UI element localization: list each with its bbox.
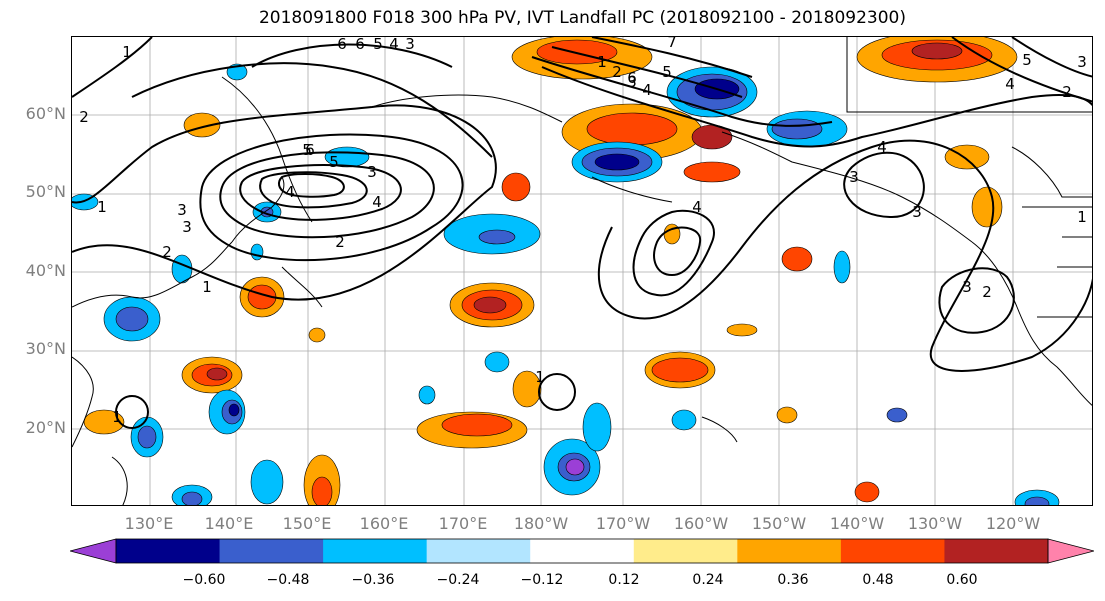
contour-label: 4 xyxy=(372,193,382,211)
contour-label: 3 xyxy=(627,73,637,91)
map-canvas: 1 2 3 4 5 6 6 5 4 3 2 1 2 3 4 5 6 1 2 3 … xyxy=(72,37,1092,505)
colorbar-tick: −0.48 xyxy=(266,572,310,588)
lat-label: 40°N xyxy=(25,261,66,280)
colorbar-tick: −0.12 xyxy=(520,572,564,588)
contour-label: 3 xyxy=(962,278,972,296)
lon-label: 120°W xyxy=(985,514,1041,533)
contour-label: 6 xyxy=(305,141,315,159)
lat-label: 50°N xyxy=(25,182,66,201)
colorbar-tick: −0.60 xyxy=(182,572,226,588)
contour-label: 2 xyxy=(162,243,172,261)
contour-label: 6 xyxy=(627,69,637,87)
map-panel: 1 2 3 4 5 6 6 5 4 3 2 1 2 3 4 5 6 1 2 3 … xyxy=(71,36,1093,506)
contour-label: 6 xyxy=(355,37,365,53)
colorbar-tick: 0.24 xyxy=(692,572,724,588)
contour-label: 5 xyxy=(302,141,312,159)
contour-label: 2 xyxy=(982,283,992,301)
colorbar-segment xyxy=(633,539,738,563)
contour-label: 6 xyxy=(337,37,347,53)
contour-label: 5 xyxy=(373,37,383,53)
map-title: 2018091800 F018 300 hPa PV, IVT Landfall… xyxy=(258,8,906,28)
lon-label: 180°W xyxy=(513,514,569,533)
contour-label: 1 xyxy=(112,408,122,426)
colorbar-extend-low xyxy=(70,538,117,564)
contour-label: 1 xyxy=(97,198,107,216)
lon-label: 140°E xyxy=(204,514,254,533)
lon-label: 170°E xyxy=(438,514,488,533)
colorbar-tick: 0.48 xyxy=(862,572,894,588)
contour-label: 3 xyxy=(182,218,192,236)
colorbar xyxy=(70,538,1094,564)
lon-label: 130°W xyxy=(907,514,963,533)
colorbar-frame xyxy=(115,538,1049,564)
contour-label: 1 xyxy=(535,368,545,386)
lat-label: 20°N xyxy=(25,418,66,437)
contour-label: 2 xyxy=(79,108,89,126)
contour-label: 4 xyxy=(285,183,295,201)
contour-label: 7 xyxy=(667,37,677,51)
lon-label: 150°E xyxy=(282,514,332,533)
lon-label: 150°W xyxy=(751,514,807,533)
contour-label: 1 xyxy=(122,43,132,61)
colorbar-tick: 0.60 xyxy=(946,572,978,588)
contour-label: 3 xyxy=(849,168,859,186)
colorbar-tick: 0.12 xyxy=(608,572,640,588)
contour-label: 4 xyxy=(389,37,399,53)
contour-label: 4 xyxy=(877,138,887,156)
lon-label: 130°E xyxy=(124,514,174,533)
colorbar-segment xyxy=(116,539,221,563)
contour-label: 3 xyxy=(1077,53,1087,71)
lon-label: 140°W xyxy=(829,514,885,533)
contour-label: 3 xyxy=(367,163,377,181)
contour-label: 5 xyxy=(662,63,672,81)
graticule xyxy=(72,37,1092,505)
contour-label: 1 xyxy=(202,278,212,296)
lon-label: 170°W xyxy=(595,514,651,533)
contour-label: 3 xyxy=(912,203,922,221)
colorbar-extend-high xyxy=(1047,538,1094,564)
colorbar-segment xyxy=(840,539,945,563)
lon-label: 160°E xyxy=(359,514,409,533)
contour-label-group: 1 2 3 4 5 6 6 5 4 3 2 1 2 3 4 5 6 1 2 3 … xyxy=(79,37,1087,426)
contour-label: 1 xyxy=(1077,208,1087,226)
contour-label: 2 xyxy=(612,63,622,81)
coastlines xyxy=(72,37,1092,505)
contour-label: 5 xyxy=(329,153,339,171)
colorbar-segment xyxy=(219,539,324,563)
colorbar-tick: −0.36 xyxy=(351,572,395,588)
contour-label: 4 xyxy=(642,81,652,99)
contour-label: 2 xyxy=(1062,83,1072,101)
colorbar-segment xyxy=(323,539,428,563)
colorbar-segment xyxy=(530,539,635,563)
pv-shading xyxy=(72,37,1060,505)
contour-label: 3 xyxy=(177,201,187,219)
colorbar-tick: 0.36 xyxy=(777,572,809,588)
colorbar-segment xyxy=(426,539,531,563)
colorbar-segment xyxy=(737,539,842,563)
contour-label: 1 xyxy=(597,53,607,71)
lat-label: 30°N xyxy=(25,339,66,358)
colorbar-tick: −0.24 xyxy=(436,572,480,588)
contour-label: 4 xyxy=(1005,75,1015,93)
ivt-contours xyxy=(72,37,1092,429)
colorbar-segment xyxy=(944,539,1049,563)
contour-label: 5 xyxy=(1022,51,1032,69)
lon-label: 160°W xyxy=(673,514,729,533)
contour-label: 2 xyxy=(335,233,345,251)
contour-label: 4 xyxy=(692,198,702,216)
lat-label: 60°N xyxy=(25,104,66,123)
contour-label: 3 xyxy=(405,37,415,53)
